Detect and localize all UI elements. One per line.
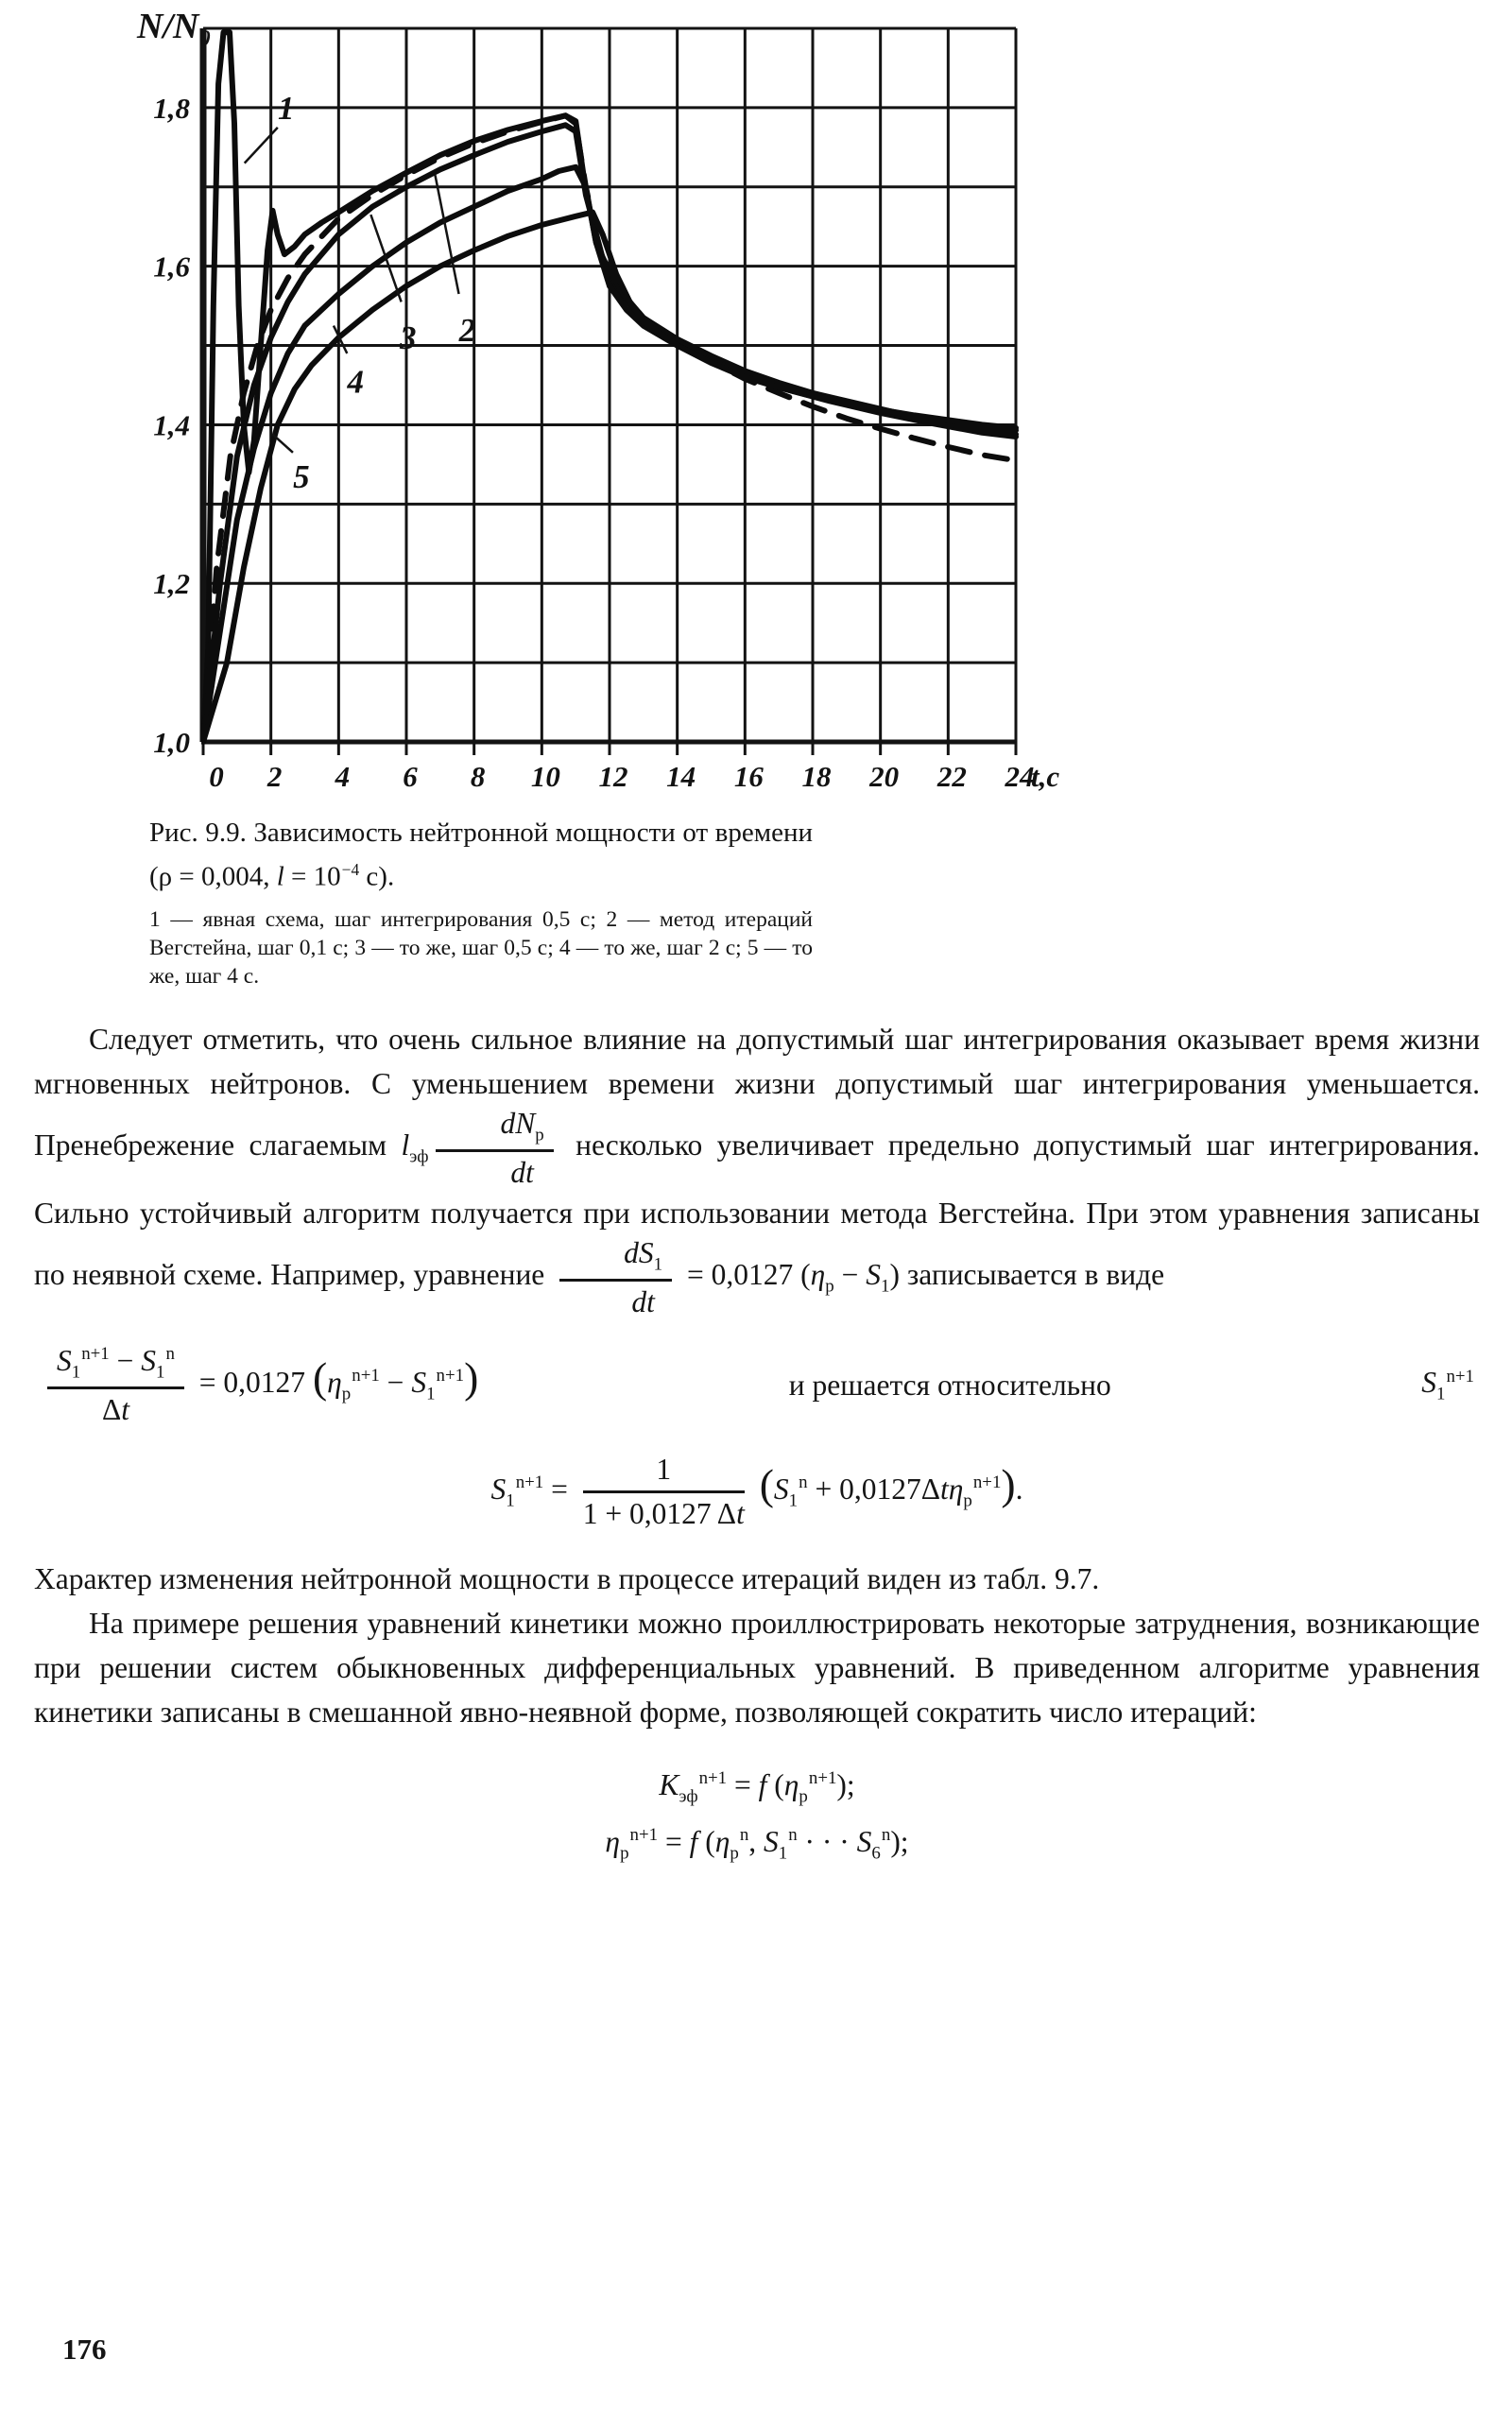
curve-label-1: 1 <box>278 90 295 127</box>
x-tick-label: 20 <box>868 760 899 793</box>
paragraph-2: Характер изменения нейтронной мощности в… <box>34 1561 1100 1595</box>
y-tick-label: 1,0 <box>153 726 190 759</box>
y-tick-label: 1,6 <box>153 250 190 284</box>
x-tick-label: 0 <box>209 760 224 793</box>
curve-label-leader-3 <box>369 214 403 302</box>
x-tick-label: 24 <box>1005 760 1035 793</box>
display-formula-4-equation: ηpn+1 = f (ηpn, S1n · · · S6n); <box>605 1824 909 1864</box>
curve-label-leader-1 <box>243 127 279 164</box>
x-tick-label: 22 <box>936 760 967 793</box>
display-formula-1: S1n+1 − S1n Δt = 0,0127 (ηpn+1 − S1n+1) и… <box>40 1343 1474 1428</box>
caption-text-mid: = 10 <box>284 861 341 892</box>
y-tick-label: 1,4 <box>153 408 190 441</box>
figure-chart: 0 2 4 6 8 10 12 14 16 18 20 22 241,01,21,41,61,8t,cN… <box>136 7 1059 793</box>
paragraph-1-text-c: записывается в виде <box>906 1257 1165 1291</box>
caption-var: l <box>276 861 284 892</box>
curve-label-leader-4 <box>332 325 349 354</box>
curve-label-3: 3 <box>399 319 417 356</box>
caption-exponent: −4 <box>341 860 360 879</box>
y-axis-title: N/N₀ <box>136 7 212 46</box>
display-formula-1-equation: S1n+1 − S1n Δt = 0,0127 (ηpn+1 − S1n+1) <box>40 1343 478 1428</box>
series-curve-5 <box>201 209 1019 745</box>
inline-formula-leff-dnp-dt: lэф dNp dt <box>401 1107 560 1189</box>
y-tick-label: 1,8 <box>153 92 190 125</box>
x-tick-label: 10 <box>531 760 560 793</box>
curve-label-4: 4 <box>347 363 365 400</box>
x-tick-label: 8 <box>471 760 486 793</box>
display-formula-3-equation: Kэфn+1 = f (ηpn+1); <box>659 1767 855 1807</box>
x-tick-label: 14 <box>666 760 696 793</box>
series-curve-2 <box>201 112 1019 745</box>
display-formula-1-text: и решается относительно <box>788 1368 1111 1402</box>
display-formula-3: Kэфn+1 = f (ηpn+1); <box>34 1766 1480 1808</box>
curve-label-leader-2 <box>434 174 460 295</box>
x-tick-label: 2 <box>266 760 283 793</box>
display-formula-1-variable: S1n+1 <box>1421 1366 1474 1404</box>
paragraph-1-text-b: несколько увеличивает предельно допустим… <box>34 1128 1481 1291</box>
y-tick-label: 1,2 <box>153 567 190 600</box>
figure-caption: Рис. 9.9. Зависимость нейтронной мощност… <box>149 815 813 896</box>
body-text: Следует отметить, что очень сильное влия… <box>34 1017 1480 1865</box>
x-tick-label: 18 <box>802 760 833 793</box>
x-axis-title: t,c <box>1031 760 1059 793</box>
figure-caption-block: Рис. 9.9. Зависимость нейтронной мощност… <box>149 815 813 990</box>
x-tick-label: 12 <box>599 760 628 793</box>
inline-formula-ds1-dt: dS1 dt = 0,0127 (ηp − S1) <box>552 1236 900 1318</box>
page-number: 176 <box>62 2333 107 2366</box>
x-tick-label: 16 <box>734 760 765 793</box>
curve-label-2: 2 <box>458 312 476 349</box>
paragraph-1-text-a: Следует отметить, что очень сильное влия… <box>34 1023 1480 1162</box>
paragraph-1: Следует отметить, что очень сильное влия… <box>34 1017 1480 1320</box>
figure-legend: 1 — явная схема, шаг интегрирования 0,5 … <box>149 906 813 989</box>
display-formula-4: ηpn+1 = f (ηpn, S1n · · · S6n); <box>34 1823 1480 1865</box>
caption-text-post: с). <box>359 861 395 892</box>
caption-text-pre: Рис. 9.9. Зависимость нейтронной мощност… <box>149 818 813 892</box>
x-tick-label: 6 <box>403 760 418 793</box>
paragraph-3: На примере решения уравнений кинетики мо… <box>34 1606 1480 1729</box>
curve-label-5: 5 <box>293 458 310 495</box>
x-tick-label: 4 <box>335 760 351 793</box>
curve-label-leader-5 <box>271 433 294 454</box>
